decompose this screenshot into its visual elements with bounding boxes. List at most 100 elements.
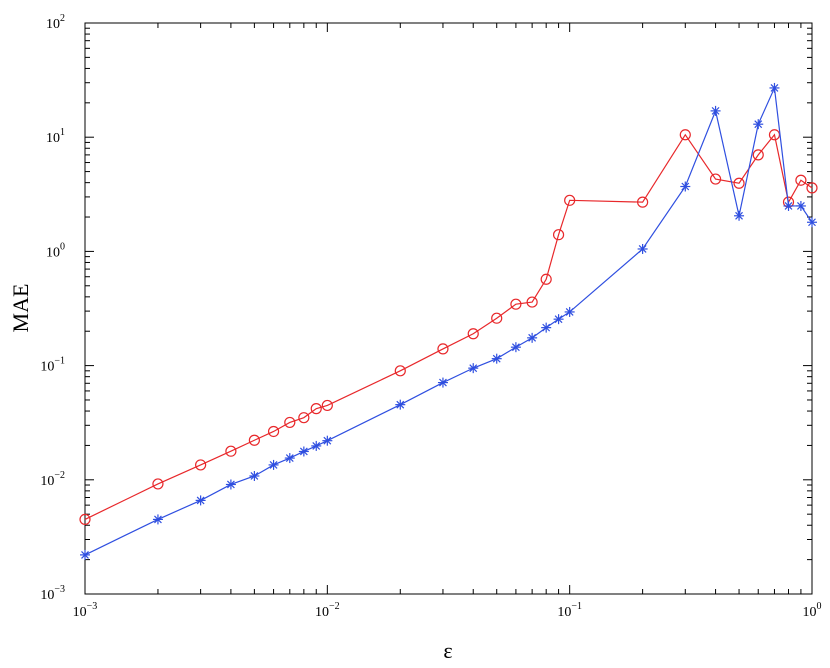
asterisk-stroke — [542, 323, 551, 332]
asterisk-marker — [225, 479, 236, 490]
series-1 — [79, 129, 818, 526]
circle-marker — [564, 194, 576, 206]
asterisk-marker — [510, 342, 521, 353]
asterisk-stroke — [796, 202, 805, 210]
circle-marker — [310, 403, 322, 415]
circle-marker — [394, 365, 406, 377]
circle-marker — [679, 129, 691, 141]
series-1-line — [84, 133, 813, 520]
series-layer — [79, 82, 818, 560]
circle-marker — [491, 312, 503, 324]
circle-marker — [795, 174, 807, 186]
asterisk-stroke — [528, 333, 537, 342]
asterisk-marker — [541, 322, 552, 333]
asterisk-stroke — [312, 441, 321, 450]
circle-marker — [321, 399, 333, 412]
asterisk-marker — [553, 314, 564, 325]
circle-marker — [752, 149, 764, 161]
asterisk-marker — [437, 377, 448, 388]
circle-marker — [526, 296, 538, 308]
asterisk-marker — [710, 105, 721, 116]
asterisk-marker — [637, 243, 648, 254]
asterisk-stroke — [226, 480, 235, 489]
circle-marker — [540, 273, 552, 285]
y-axis-ticks: 10−3 10−2 10−1 100 101 102 — [40, 13, 812, 603]
circle-marker — [806, 182, 818, 194]
asterisk-stroke — [323, 436, 332, 445]
x-tick-label: 10−2 — [315, 601, 340, 620]
circle-marker — [248, 434, 260, 446]
asterisk-marker — [734, 210, 745, 221]
asterisk-stroke — [554, 315, 563, 324]
circle-marker — [437, 343, 449, 355]
asterisk-marker — [795, 200, 806, 211]
asterisk-stroke — [439, 378, 447, 387]
asterisk-stroke — [735, 211, 743, 220]
y-tick-label: 10−1 — [40, 356, 65, 375]
series-2 — [80, 82, 817, 560]
asterisk-stroke — [396, 400, 405, 409]
x-axis-title: ε — [443, 638, 452, 663]
y-tick-label: 102 — [46, 13, 65, 32]
y-tick-label: 101 — [46, 127, 65, 146]
asterisk-stroke — [285, 454, 294, 462]
x-tick-label: 10−1 — [557, 601, 582, 620]
y-axis-title: MAE — [8, 284, 33, 333]
asterisk-stroke — [154, 515, 162, 524]
asterisk-marker — [311, 440, 322, 451]
asterisk-stroke — [269, 460, 278, 469]
asterisk-stroke — [638, 245, 647, 253]
asterisk-stroke — [81, 550, 89, 559]
asterisk-stroke — [250, 472, 259, 480]
circle-marker — [267, 425, 280, 438]
asterisk-marker — [284, 453, 295, 464]
asterisk-stroke — [299, 447, 308, 456]
asterisk-stroke — [196, 496, 205, 505]
circle-marker — [552, 229, 565, 241]
asterisk-stroke — [770, 84, 779, 92]
asterisk-marker — [268, 459, 279, 470]
circle-marker — [284, 416, 296, 429]
asterisk-marker — [322, 435, 333, 446]
circle-marker — [225, 445, 237, 457]
asterisk-stroke — [565, 308, 574, 316]
circle-marker — [298, 412, 310, 424]
circle-marker — [709, 173, 722, 185]
asterisk-marker — [468, 363, 479, 374]
asterisk-stroke — [492, 354, 501, 363]
circle-marker — [467, 328, 479, 340]
asterisk-stroke — [784, 202, 793, 210]
circle-marker — [510, 298, 522, 310]
asterisk-marker — [807, 217, 817, 228]
asterisk-stroke — [469, 364, 478, 373]
circle-marker — [733, 177, 745, 189]
asterisk-marker — [769, 82, 780, 93]
asterisk-marker — [395, 399, 406, 410]
asterisk-stroke — [754, 120, 763, 129]
circle-marker — [637, 196, 649, 208]
y-tick-label: 100 — [46, 241, 65, 260]
y-tick-label: 10−3 — [40, 584, 65, 603]
asterisk-stroke — [681, 182, 690, 191]
x-tick-label: 100 — [803, 601, 822, 620]
asterisk-marker — [249, 470, 260, 481]
circle-marker — [152, 478, 164, 490]
circle-marker — [79, 513, 91, 526]
x-axis-ticks: 10−3 10−2 10−1 100 — [73, 23, 822, 620]
asterisk-stroke — [711, 106, 720, 115]
asterisk-stroke — [511, 343, 520, 352]
asterisk-stroke — [808, 218, 816, 227]
asterisk-marker — [527, 332, 538, 343]
asterisk-marker — [753, 119, 764, 130]
series-2-line — [84, 85, 813, 556]
asterisk-marker — [80, 549, 90, 560]
x-tick-label: 10−3 — [73, 601, 98, 620]
asterisk-marker — [564, 306, 575, 317]
plot-frame — [84, 22, 813, 595]
asterisk-marker — [491, 353, 502, 364]
circle-marker — [195, 459, 207, 471]
asterisk-marker — [195, 495, 206, 506]
asterisk-marker — [152, 514, 163, 525]
asterisk-marker — [680, 181, 691, 192]
